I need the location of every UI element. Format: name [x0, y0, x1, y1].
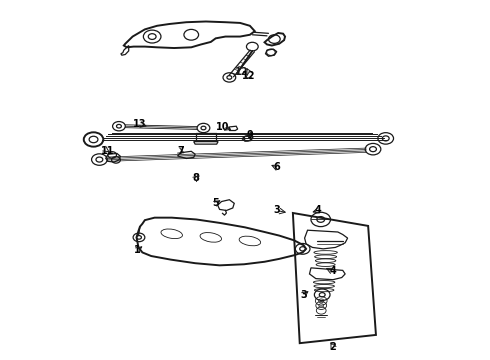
Text: 3: 3: [300, 290, 307, 300]
Text: 12: 12: [235, 67, 249, 77]
Text: 13: 13: [133, 120, 147, 129]
Text: 5: 5: [212, 198, 219, 208]
Text: 8: 8: [193, 173, 199, 183]
Text: 10: 10: [216, 122, 230, 132]
Text: 11: 11: [100, 145, 114, 156]
Text: 4: 4: [315, 206, 321, 216]
Text: 3: 3: [273, 206, 280, 216]
Text: 7: 7: [177, 146, 184, 156]
Text: 1: 1: [134, 245, 141, 255]
Text: 9: 9: [246, 130, 253, 140]
Text: 4: 4: [330, 266, 336, 276]
Text: 6: 6: [273, 162, 280, 172]
Text: 2: 2: [330, 342, 336, 352]
Text: 12: 12: [242, 71, 256, 81]
